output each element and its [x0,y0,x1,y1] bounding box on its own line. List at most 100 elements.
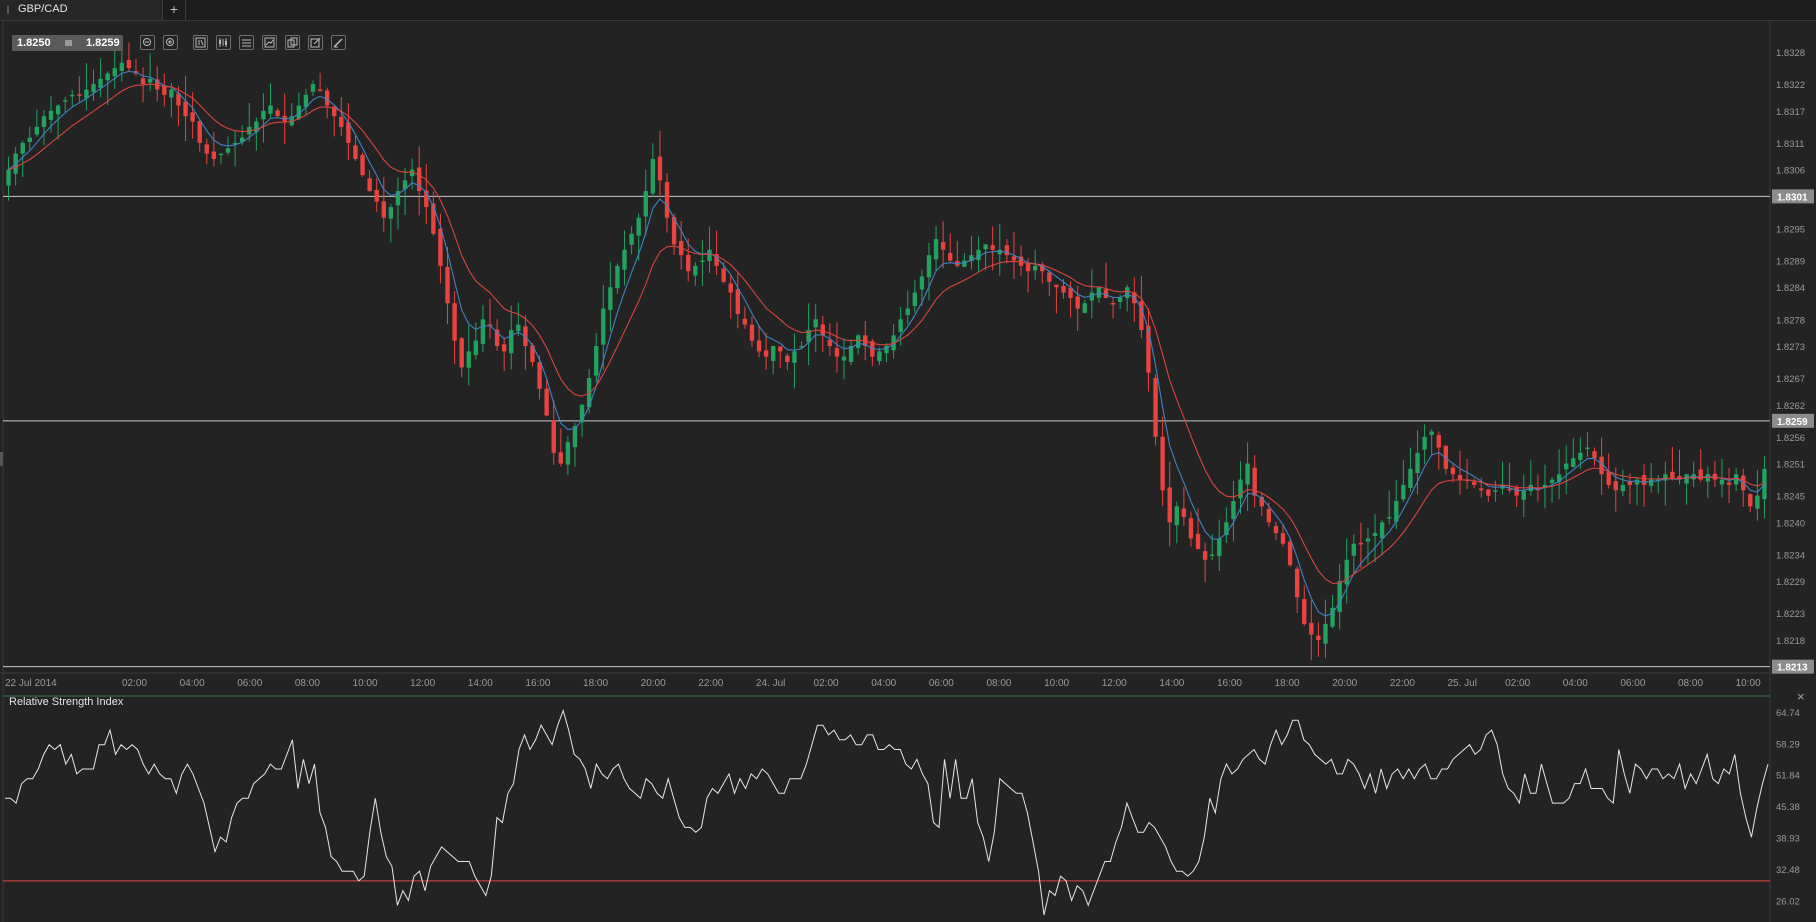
bear-candle-body [1025,262,1031,272]
bull-candle-body [1719,479,1725,485]
bear-candle-body [77,94,82,96]
price-tick-label: 1.8229 [1776,577,1805,588]
bull-candle-body [1238,479,1243,499]
bear-candle-body [1252,467,1257,496]
bull-candle-body [1663,474,1668,481]
time-axis-label: 22:00 [1390,678,1415,689]
zoom-in-icon[interactable] [163,35,178,50]
tab-gbp-cad[interactable]: GBP/CAD [0,0,163,20]
bull-candle-body [933,239,939,260]
bull-candle-body [1408,468,1413,489]
bear-candle-body [1592,451,1597,459]
bull-candle-body [119,62,125,71]
tab-label: GBP/CAD [18,3,68,15]
bull-candle-body [239,137,245,142]
bear-candle-body [1273,526,1279,534]
edit-icon[interactable] [308,35,323,50]
bear-candle-body [317,89,323,91]
bear-candle-body [1110,302,1116,305]
horizontal-line-price-tag [1772,659,1814,674]
bull-candle-body [1733,474,1739,485]
bull-candle-body [905,308,910,316]
bull-candle-body [310,84,316,92]
bear-candle-body [452,303,457,341]
bull-candle-body [1528,484,1534,492]
rsi-close-icon[interactable]: × [1797,689,1805,704]
bull-candle-body [1323,623,1328,644]
rsi-tick-label: 51.84 [1776,771,1800,782]
chart-type-icon[interactable] [216,35,231,50]
add-tab-button[interactable]: + [163,0,186,20]
bear-candle-body [1479,488,1484,491]
bull-candle-body [608,287,613,310]
bear-candle-body [1712,473,1718,480]
zoom-out-icon[interactable] [140,35,155,50]
bull-candle-body [91,84,96,93]
bull-candle-body [1755,495,1760,509]
bull-candle-body [105,73,110,81]
price-tick-label: 1.8328 [1776,48,1805,59]
bull-candle-body [147,78,153,83]
bear-candle-body [1040,264,1045,272]
bull-candle-body [629,233,634,245]
bull-candle-body [70,94,75,97]
bear-candle-body [742,318,748,325]
bear-candle-body [1202,551,1208,560]
bull-candle-body [898,319,903,332]
time-axis-label: 14:00 [468,678,493,689]
bear-candle-body [1195,533,1201,550]
bear-candle-body [530,345,535,363]
bull-candle-body [268,105,273,114]
time-axis-label: 06:00 [237,678,262,689]
timeframe-icon[interactable] [193,35,208,50]
bear-candle-body [381,201,386,218]
bear-candle-body [990,245,995,250]
copy-icon[interactable] [285,35,300,50]
bull-candle-body [976,249,981,261]
bull-candle-body [813,319,818,328]
bear-candle-body [501,344,507,352]
bear-candle-body [1302,599,1307,624]
bear-candle-body [1061,285,1066,293]
time-axis-label: 06:00 [1620,678,1645,689]
bear-candle-body [1181,508,1187,518]
autoscale-icon[interactable] [262,35,277,50]
bull-candle-body [1762,468,1767,500]
bear-candle-body [1670,471,1675,480]
draw-icon[interactable] [331,35,346,50]
bear-candle-body [1068,287,1073,298]
bear-candle-body [1103,289,1109,298]
bear-candle-body [544,388,549,416]
bull-candle-body [1684,474,1689,484]
panel-resize-handle[interactable] [0,452,3,466]
bull-candle-body [969,255,974,262]
bear-candle-body [721,268,726,282]
price-tick-label: 1.8251 [1776,460,1805,471]
bull-candle-body [622,249,627,270]
time-axis-label: 22 Jul 2014 [5,678,57,689]
bear-candle-body [367,178,372,192]
bear-candle-body [657,156,663,181]
quote-separator [65,40,72,46]
time-axis-label: 08:00 [986,678,1011,689]
moving-average-slow [8,83,1765,585]
bull-candle-body [1125,287,1130,299]
quote-box: 1.8250 1.8259 [12,35,123,51]
bull-candle-body [1549,479,1555,483]
bear-candle-body [820,324,825,336]
time-axis-label: 02:00 [814,678,839,689]
bull-candle-body [1648,479,1654,486]
bear-candle-body [537,362,542,389]
bear-candle-body [735,289,741,314]
bull-candle-body [6,169,11,186]
bear-candle-body [494,329,500,346]
bull-candle-body [1556,474,1562,483]
bear-candle-body [1075,296,1080,309]
price-tick-label: 1.8311 [1776,139,1804,150]
bear-candle-body [324,90,330,106]
bull-candle-body [636,217,641,236]
price-tick-label: 1.8289 [1776,256,1805,267]
indicators-icon[interactable] [239,35,254,50]
bear-candle-body [438,228,443,266]
